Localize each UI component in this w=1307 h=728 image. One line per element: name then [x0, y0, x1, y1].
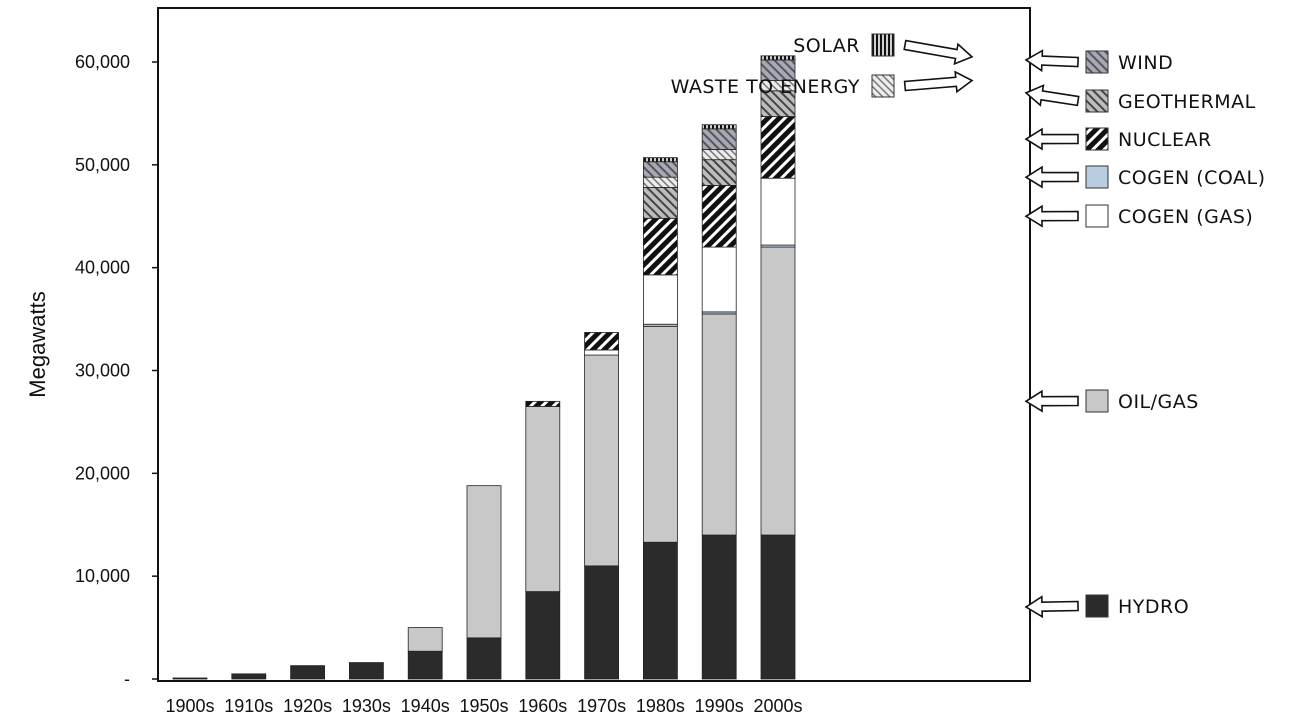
y-axis-title: Megawatts	[25, 291, 50, 397]
legend-label-cogen-gas-: COGEN (GAS)	[1118, 206, 1253, 228]
legend-arrow	[1024, 389, 1079, 413]
bar-segment-oil-gas-1950s	[466, 485, 502, 639]
bar-segment-hydro-1980s	[643, 541, 678, 680]
y-tick-label: 20,000	[75, 463, 130, 483]
legend-label-oil-gas: OIL/GAS	[1118, 391, 1199, 413]
x-tick-label: 1970s	[577, 696, 626, 716]
bar-segment-geothermal-1980s	[643, 187, 678, 219]
bar-segment-cogen-gas--2000s	[760, 177, 796, 246]
bar-segment-nuclear-1980s	[643, 217, 678, 276]
bar-segment-nuclear-2000s	[760, 116, 796, 179]
bar-segment-hydro-1950s	[466, 637, 502, 680]
bar-segment-cogen-gas--1980s	[643, 274, 678, 325]
x-tick-label: 1990s	[695, 696, 744, 716]
legend-label-geothermal: GEOTHERMAL	[1118, 91, 1256, 113]
bar-segment-hydro-1960s	[525, 591, 561, 680]
x-tick-label: 1910s	[224, 696, 273, 716]
y-tick-label: 50,000	[75, 155, 130, 175]
bar-segment-oil-gas-2000s	[760, 246, 796, 536]
bar-segment-nuclear-1960s	[525, 400, 561, 407]
y-tick-label: 10,000	[75, 566, 130, 586]
legend-swatch-waste-to-energy	[871, 74, 895, 98]
bar-segment-nuclear-1970s	[584, 332, 619, 351]
x-tick-label: 1900s	[165, 696, 214, 716]
legend-arrow	[1024, 49, 1080, 73]
plot-border	[157, 7, 1031, 682]
y-tick-label: -	[124, 669, 130, 689]
bar-segment-geothermal-2000s	[760, 90, 796, 117]
y-tick-label: 60,000	[75, 52, 130, 72]
legend-label-nuclear: NUCLEAR	[1118, 129, 1212, 151]
legend-label-waste-to-energy: WASTE TO ENERGY	[671, 76, 860, 98]
bar-segment-oil-gas-1990s	[701, 313, 737, 536]
legend-label-hydro: HYDRO	[1118, 596, 1189, 618]
bar-segment-hydro-1940s	[407, 650, 443, 680]
bar-segment-solar-2000s	[760, 55, 796, 61]
bar-segment-solar-1990s	[701, 124, 737, 130]
bar-segment-wind-1990s	[701, 128, 737, 150]
legend-swatch-cogen-gas-	[1085, 204, 1109, 228]
legend-arrow	[1024, 595, 1079, 619]
legend-swatch-solar	[871, 33, 895, 57]
bar-segment-oil-gas-1980s	[643, 325, 678, 543]
bar-segment-cogen-gas--1970s	[584, 349, 619, 356]
legend-swatch-hydro	[1085, 594, 1109, 618]
bar-segment-waste-to-energy-1990s	[701, 149, 737, 161]
legend: WIND GEOTHERMAL NUCLEAR COGEN (COAL) COGEN (…	[671, 33, 1266, 619]
bar-segment-solar-1980s	[643, 157, 678, 163]
x-tick-label: 1930s	[342, 696, 391, 716]
bar-segment-oil-gas-1970s	[584, 354, 619, 567]
bar-segment-wind-1980s	[643, 161, 678, 178]
legend-arrow	[903, 39, 974, 66]
bar-segment-hydro-1910s	[231, 673, 267, 680]
legend-swatch-wind	[1085, 50, 1109, 74]
legend-swatch-nuclear	[1085, 127, 1109, 151]
bar-segment-nuclear-1990s	[701, 184, 737, 248]
x-tick-label: 1960s	[518, 696, 567, 716]
x-tick-label: 1980s	[636, 696, 685, 716]
legend-label-wind: WIND	[1118, 52, 1173, 74]
bar-segment-hydro-1990s	[701, 534, 737, 680]
legend-arrow	[1024, 204, 1079, 228]
x-tick-label: 1920s	[283, 696, 332, 716]
legend-swatch-oil-gas	[1085, 389, 1109, 413]
legend-arrow	[1024, 84, 1080, 107]
bar-segment-waste-to-energy-1980s	[643, 176, 678, 188]
y-tick-label: 40,000	[75, 258, 130, 278]
bars	[172, 55, 796, 680]
y-axis: - 10,000 20,000 30,000 40,000 50,000 60,000	[75, 52, 158, 689]
legend-swatch-cogen-coal-	[1085, 165, 1109, 189]
bar-segment-hydro-1900s	[172, 677, 208, 680]
legend-arrow	[1024, 127, 1079, 151]
legend-label-cogen-coal-: COGEN (COAL)	[1118, 167, 1266, 189]
x-tick-label: 2000s	[753, 696, 802, 716]
x-tick-label: 1950s	[459, 696, 508, 716]
bar-segment-oil-gas-1940s	[407, 627, 443, 652]
bar-segment-hydro-1970s	[584, 565, 619, 680]
plot-frame	[157, 7, 1031, 682]
bar-segment-geothermal-1990s	[701, 159, 737, 186]
bar-segment-cogen-gas--1990s	[701, 246, 737, 313]
bar-segment-hydro-1930s	[348, 662, 384, 680]
legend-arrow	[1024, 165, 1079, 189]
bar-segment-oil-gas-1960s	[525, 406, 561, 592]
bar-segment-hydro-1920s	[290, 665, 326, 680]
legend-label-solar: SOLAR	[793, 35, 860, 57]
x-axis-labels: 1900s 1910s 1920s 1930s 1940s 1950s 1960s 1970s…	[165, 696, 802, 716]
legend-arrow	[903, 70, 974, 94]
y-tick-label: 30,000	[75, 361, 130, 381]
legend-swatch-geothermal	[1085, 89, 1109, 113]
bar-segment-hydro-2000s	[760, 534, 796, 680]
x-tick-label: 1940s	[401, 696, 450, 716]
